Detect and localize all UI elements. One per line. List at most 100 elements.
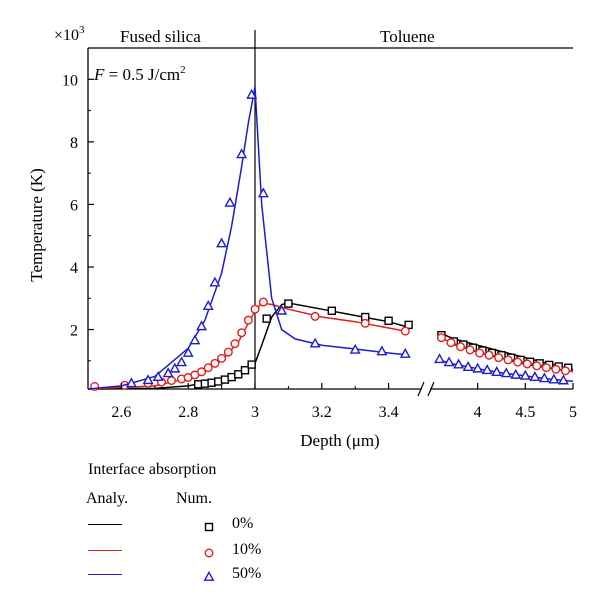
x-tick-label: 3: [251, 404, 259, 421]
data-point: [194, 380, 203, 389]
y-tick-label: 6: [70, 197, 78, 214]
data-point: [234, 370, 243, 379]
data-point: [152, 371, 164, 382]
axis-break-mark-1: [417, 381, 425, 397]
data-point: [551, 364, 561, 374]
data-point: [176, 356, 188, 367]
data-point: [214, 377, 223, 386]
legend-line-swatch: [88, 524, 122, 525]
data-point: [456, 342, 466, 352]
axis-layer: 2 4 6 8 10 2.6 2.8 3 3.2 3.4 4 4.5 5: [62, 72, 577, 421]
data-point: [284, 299, 293, 308]
data-point: [513, 357, 523, 367]
legend-marker: [204, 548, 214, 558]
data-point: [327, 306, 337, 315]
y-tick-label: 2: [70, 323, 78, 340]
data-point: [481, 364, 493, 375]
series-50pct: [87, 86, 574, 390]
x-tick-label: 5: [569, 404, 577, 421]
data-point: [210, 358, 220, 368]
axis-break-mark-2: [427, 381, 435, 397]
data-point: [465, 345, 475, 355]
data-point: [436, 333, 446, 343]
y-multiplier: ×103: [54, 24, 85, 44]
data-point: [125, 377, 137, 388]
x-tick-label: 4.5: [515, 404, 535, 421]
data-point: [203, 363, 213, 373]
fluence-annotation: F = 0.5 J/cm2: [93, 64, 186, 84]
data-point: [207, 378, 216, 387]
data-point: [257, 187, 269, 198]
data-point: [182, 346, 194, 357]
data-point: [434, 353, 446, 364]
region-label-left: Fused silica: [120, 27, 201, 46]
y-axis-label: Temperature (K): [27, 168, 46, 282]
data-point: [462, 361, 474, 372]
data-point: [349, 343, 361, 354]
legend-row: 50%: [0, 563, 600, 587]
data-point: [202, 300, 214, 310]
analytic-line: [87, 86, 574, 390]
data-point: [376, 345, 388, 356]
data-point: [169, 362, 181, 373]
data-point: [243, 315, 253, 325]
y-tick-label: 10: [62, 72, 78, 89]
plot-frame: [87, 30, 573, 397]
data-point: [196, 320, 208, 331]
legend-label: 0%: [232, 515, 254, 532]
data-point: [557, 374, 569, 385]
y-tick-label: 8: [70, 135, 78, 152]
data-point: [247, 360, 256, 369]
data-point: [484, 350, 494, 360]
legend-line-swatch: [88, 550, 122, 551]
data-point: [220, 375, 230, 384]
legend-row: 10%: [0, 539, 600, 563]
data-point: [237, 328, 247, 338]
legend-row: 0%: [0, 513, 600, 537]
data-point: [224, 196, 236, 207]
legend-marker: [203, 570, 215, 581]
legend-marker: [204, 522, 214, 532]
x-axis-label: Depth (μm): [300, 431, 379, 450]
data-point: [443, 356, 455, 367]
fluence-text: = 0.5 J/cm: [104, 65, 180, 84]
data-point: [494, 353, 504, 363]
legend-label: 10%: [232, 541, 262, 558]
data-point: [399, 347, 411, 358]
legend-analytic-header: Analy.: [86, 490, 129, 507]
data-point: [538, 372, 550, 383]
data-point: [548, 373, 560, 384]
data-point: [503, 355, 513, 365]
data-point: [216, 237, 228, 248]
data-point: [236, 148, 248, 159]
data-point: [250, 304, 260, 314]
data-point: [475, 348, 485, 358]
region-label-right: Toluene: [380, 27, 435, 46]
data-point: [360, 318, 370, 328]
data-point: [529, 371, 541, 382]
data-point: [230, 339, 240, 349]
data-point: [541, 363, 551, 373]
data-point: [276, 304, 288, 315]
series-layer: [87, 86, 574, 391]
legend-numeric-header: Num.: [176, 490, 212, 507]
data-point: [560, 366, 570, 376]
x-tick-label: 4: [474, 404, 482, 421]
data-point: [217, 353, 227, 363]
data-point: [246, 88, 258, 99]
legend-title: Interface absorption: [88, 461, 217, 478]
legend-marker-swatch: [203, 570, 215, 581]
x-tick-label: 3.2: [312, 404, 332, 421]
data-point: [510, 368, 522, 379]
data-point: [310, 311, 320, 321]
data-point: [227, 372, 236, 382]
y-tick-label: 4: [70, 260, 78, 277]
legend-marker-swatch: [204, 522, 214, 532]
data-point: [209, 276, 221, 287]
series-10pct: [87, 297, 574, 391]
data-point: [166, 376, 176, 386]
data-point: [189, 334, 201, 345]
data-point: [200, 379, 210, 388]
legend-marker-swatch: [204, 548, 214, 558]
